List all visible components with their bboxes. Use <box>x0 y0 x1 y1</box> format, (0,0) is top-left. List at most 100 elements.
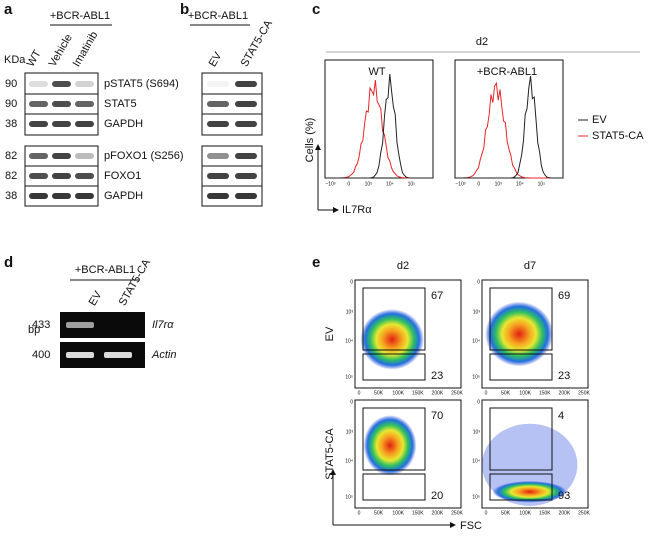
histogram-curve <box>455 75 563 179</box>
band <box>29 121 48 127</box>
gate <box>489 407 553 471</box>
x-tick-label: 0 <box>347 181 350 187</box>
band <box>29 81 48 87</box>
band <box>207 81 229 87</box>
band <box>235 153 257 159</box>
gate-percent: 70 <box>431 410 443 422</box>
x-tick-label: 100K <box>519 390 531 396</box>
row-label: STAT5-CA <box>324 428 336 480</box>
timepoint: d2 <box>476 36 488 48</box>
x-tick-label: 100K <box>392 390 404 396</box>
band <box>75 173 94 179</box>
x-tick-label: 0 <box>485 510 488 516</box>
gate-percent: 69 <box>558 290 570 302</box>
molecular-weight: 38 <box>5 190 17 202</box>
x-tick-label: −10³ <box>325 181 335 187</box>
band <box>29 153 48 159</box>
protein-name: GAPDH <box>104 118 143 130</box>
gate <box>362 407 426 471</box>
blot <box>201 145 263 207</box>
density <box>492 481 567 503</box>
plot-frame <box>324 59 434 179</box>
x-tick-label: 150K <box>412 390 424 396</box>
x-tick-label: 250K <box>578 510 590 516</box>
x-tick-label: 150K <box>539 510 551 516</box>
band <box>235 81 257 87</box>
x-tick-label: 250K <box>578 390 590 396</box>
gel-band <box>104 352 132 358</box>
x-axis-label: IL7Rα <box>342 204 372 216</box>
gate <box>362 353 426 381</box>
size-label: 433 <box>32 319 50 331</box>
x-tick-label: 100K <box>519 510 531 516</box>
gene-label: Il7rα <box>152 319 174 331</box>
x-tick-label: 150K <box>412 510 424 516</box>
condition: +BCR-ABL1 <box>188 10 248 22</box>
protein-name: STAT5 <box>104 98 137 110</box>
x-tick-label: 50K <box>374 390 384 396</box>
panel-label: d <box>4 254 13 271</box>
band <box>52 101 71 107</box>
x-tick-label: 200K <box>559 390 571 396</box>
x-tick-label: 50K <box>501 390 511 396</box>
blot <box>24 145 99 207</box>
y-tick-label: 10³ <box>346 430 354 436</box>
blot <box>24 72 99 136</box>
x-tick-label: 0 <box>485 390 488 396</box>
condition: +BCR-ABL1 <box>75 264 135 276</box>
band <box>29 173 48 179</box>
x-tick-label: 0 <box>358 390 361 396</box>
band <box>207 121 229 127</box>
gate-percent: 23 <box>558 370 570 382</box>
panel-label: e <box>312 254 320 271</box>
density <box>363 415 417 476</box>
gate-percent: 23 <box>431 370 443 382</box>
band <box>52 173 71 179</box>
x-tick-label: 10⁵ <box>538 181 546 187</box>
histogram-curve <box>325 74 433 179</box>
protein-name: GAPDH <box>104 190 143 202</box>
y-tick-label: 0 <box>477 399 480 405</box>
x-tick-label: 10⁵ <box>408 181 416 187</box>
x-tick-label: 0 <box>358 510 361 516</box>
gate <box>362 473 426 501</box>
y-tick-label: 10⁵ <box>345 374 353 380</box>
legend-label: EV <box>592 114 607 126</box>
molecular-weight: 82 <box>5 150 17 162</box>
x-tick-label: 200K <box>432 510 444 516</box>
molecular-weight: 90 <box>5 78 17 90</box>
band <box>75 153 94 159</box>
band <box>235 121 257 127</box>
band <box>75 193 94 199</box>
x-tick-label: 150K <box>539 390 551 396</box>
x-tick-label: 50K <box>501 510 511 516</box>
gate <box>489 473 553 501</box>
band <box>235 193 257 199</box>
y-tick-label: 10⁵ <box>472 494 480 500</box>
unit-label: KDa <box>4 54 26 66</box>
protein-name: pSTAT5 (S694) <box>104 78 179 90</box>
gate <box>489 287 553 351</box>
legend-label: STAT5-CA <box>592 130 644 142</box>
x-tick-label: 200K <box>559 510 571 516</box>
panel-label: a <box>4 1 13 18</box>
x-tick-label: 250K <box>451 510 463 516</box>
size-label: 400 <box>32 349 50 361</box>
lane-label: EV <box>207 50 225 69</box>
y-axis-label: Cells (%) <box>304 118 316 163</box>
y-tick-label: 10⁴ <box>472 459 480 465</box>
protein-name: pFOXO1 (S256) <box>104 150 183 162</box>
y-tick-label: 10⁵ <box>472 374 480 380</box>
unit-label: bp <box>28 324 40 336</box>
density <box>360 309 424 370</box>
gene-label: Actin <box>151 349 176 361</box>
band <box>52 153 71 159</box>
y-tick-label: 10³ <box>346 310 354 316</box>
band <box>207 173 229 179</box>
x-tick-label: 10³ <box>365 181 373 187</box>
protein-name: FOXO1 <box>104 170 141 182</box>
histogram-curve <box>455 81 563 179</box>
x-tick-label: 10⁴ <box>386 181 394 187</box>
x-tick-label: 50K <box>374 510 384 516</box>
